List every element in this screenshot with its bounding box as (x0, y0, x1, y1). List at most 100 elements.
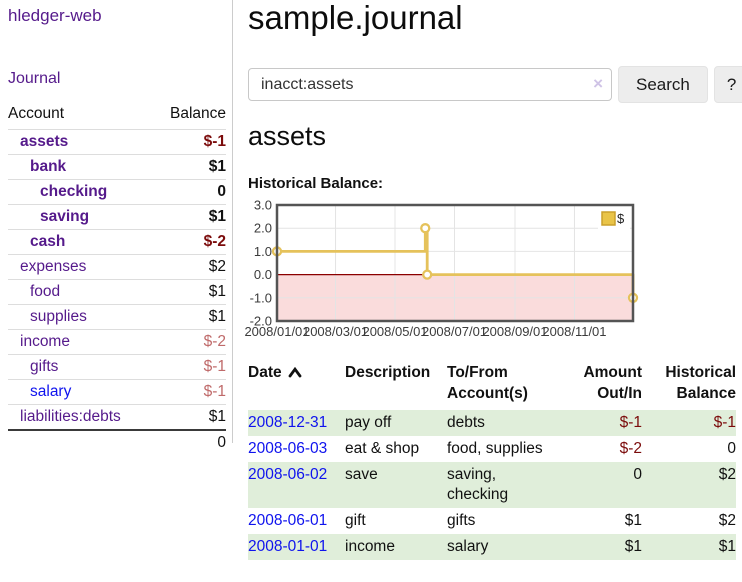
account-balance: $1 (153, 204, 226, 230)
transaction-date-link[interactable]: 2008-06-03 (248, 440, 328, 457)
transaction-row[interactable]: 2008-06-03 eat & shop food, supplies $-2 0 (248, 436, 736, 462)
account-row: expenses $2 (8, 254, 226, 280)
transaction-amount: $1 (624, 512, 642, 529)
sidebar-account-food[interactable]: food (30, 283, 61, 300)
transaction-row[interactable]: 2008-06-02 save saving, checking 0 $2 (248, 462, 736, 508)
legend-swatch (601, 211, 616, 226)
svg-text:2008/01/01: 2008/01/01 (244, 324, 309, 339)
svg-text:2008/11/01: 2008/11/01 (542, 324, 606, 339)
clear-search-icon[interactable]: × (593, 74, 603, 93)
transaction-date-link[interactable]: 2008-06-01 (248, 512, 328, 529)
col-tofrom-accounts: To/From Account(s) (447, 364, 528, 402)
account-balance: 0 (153, 179, 226, 205)
sidebar-account-assets[interactable]: assets (20, 133, 69, 150)
account-balance: $2 (153, 254, 226, 280)
page-title: sample.journal (248, 0, 463, 36)
sidebar-account-income[interactable]: income (20, 333, 70, 350)
account-balance: $-2 (153, 229, 226, 255)
transaction-accounts: saving, checking (447, 466, 509, 503)
transaction-date-link[interactable]: 2008-12-31 (248, 414, 328, 431)
account-row: bank $1 (8, 154, 226, 180)
transaction-amount: $-2 (619, 440, 642, 457)
accounts-total-balance: 0 (153, 429, 226, 455)
account-balance: $1 (153, 404, 226, 430)
transaction-date-link[interactable]: 2008-01-01 (248, 538, 328, 555)
svg-text:-1.0: -1.0 (250, 290, 272, 305)
transaction-amount: $1 (624, 538, 642, 555)
account-balance: $1 (153, 304, 226, 330)
transaction-description: save (345, 466, 378, 483)
account-row: food $1 (8, 279, 226, 305)
account-balance: $1 (153, 279, 226, 305)
search-input[interactable] (248, 68, 612, 101)
account-heading: assets (248, 121, 327, 151)
balance-chart[interactable]: $3.0 2.0 1.0 0.0 -1.0 -2.0 2008/01/01 2008/03/0… (240, 198, 644, 346)
accounts-col-balance: Balance (169, 105, 226, 122)
account-row: saving $1 (8, 204, 226, 230)
account-row: gifts $-1 (8, 354, 226, 380)
sort-ascending-icon (288, 363, 302, 384)
transaction-row[interactable]: 2008-01-01 income salary $1 $1 (248, 534, 736, 560)
svg-text:$: $ (617, 211, 625, 226)
sidebar-account-cash[interactable]: cash (30, 233, 66, 250)
transaction-date-link[interactable]: 2008-06-02 (248, 466, 328, 483)
sidebar-account-gifts[interactable]: gifts (30, 358, 59, 375)
transaction-accounts: salary (447, 538, 489, 555)
account-row: liabilities:debts $1 (8, 404, 226, 430)
transaction-balance: 0 (727, 440, 736, 457)
svg-text:2008/05/01: 2008/05/01 (362, 324, 427, 339)
sidebar-account-checking[interactable]: checking (40, 183, 108, 200)
help-button[interactable]: ? (713, 66, 742, 103)
transaction-balance: $-1 (713, 414, 736, 431)
col-amount-outin: Amount Out/In (583, 364, 642, 402)
chart-legend: $ (598, 209, 630, 229)
accounts-table: Account Balance assets $-1 bank $1 checking 0… (8, 102, 226, 455)
transaction-description: income (345, 538, 395, 555)
app-title-link[interactable]: hledger-web (8, 6, 102, 25)
sidebar-account-liabilities-debts[interactable]: liabilities:debts (20, 408, 121, 425)
account-balance: $1 (153, 154, 226, 180)
sidebar-account-bank[interactable]: bank (30, 158, 67, 175)
svg-text:-2.0: -2.0 (250, 314, 272, 329)
sidebar-account-expenses[interactable]: expenses (20, 258, 87, 275)
transaction-amount: 0 (633, 466, 642, 483)
transaction-row[interactable]: 2008-12-31 pay off debts $-1 $-1 (248, 410, 736, 436)
transaction-description: eat & shop (345, 440, 420, 457)
transactions-table: Date Description To/From Account(s) Amou… (248, 359, 736, 560)
account-row: checking 0 (8, 179, 226, 205)
transaction-balance: $2 (718, 512, 736, 529)
col-description: Description (345, 364, 431, 381)
account-balance: $-1 (153, 354, 226, 380)
accounts-col-account: Account (8, 105, 65, 122)
transaction-accounts: gifts (447, 512, 476, 529)
sidebar-account-salary[interactable]: salary (30, 383, 72, 400)
sidebar-divider (232, 0, 233, 443)
transaction-balance: $1 (718, 538, 736, 555)
svg-text:2.0: 2.0 (254, 221, 272, 236)
account-balance: $-2 (153, 329, 226, 355)
transaction-accounts: debts (447, 414, 485, 431)
svg-text:2008/03/01: 2008/03/01 (303, 324, 368, 339)
account-balance: $-1 (153, 379, 226, 405)
sidebar-account-saving[interactable]: saving (40, 208, 90, 225)
col-date-label: Date (248, 364, 282, 381)
col-date-sortable[interactable]: Date (248, 359, 345, 410)
search-button[interactable]: Search (618, 66, 708, 103)
transaction-row[interactable]: 2008-06-01 gift gifts $1 $2 (248, 508, 736, 534)
sidebar-account-supplies[interactable]: supplies (30, 308, 87, 325)
sidebar: hledger-web Journal Account Balance asse… (0, 0, 233, 582)
svg-text:3.0: 3.0 (254, 199, 272, 213)
account-balance: $-1 (153, 129, 226, 155)
transaction-amount: $-1 (619, 414, 642, 431)
transaction-description: gift (345, 512, 366, 529)
search-bar: × Search ? (248, 66, 742, 103)
sidebar-item-journal[interactable]: Journal (8, 70, 61, 87)
main-content: sample.journal × Search ? assets Histori… (244, 0, 742, 582)
chart-title: Historical Balance: (248, 175, 384, 192)
svg-text:2008/07/01: 2008/07/01 (422, 324, 487, 339)
accounts-total-row: 0 (8, 429, 226, 455)
svg-text:0.0: 0.0 (254, 267, 272, 282)
transaction-description: pay off (345, 414, 392, 431)
account-row: assets $-1 (8, 129, 226, 155)
transaction-balance: $2 (718, 466, 736, 483)
